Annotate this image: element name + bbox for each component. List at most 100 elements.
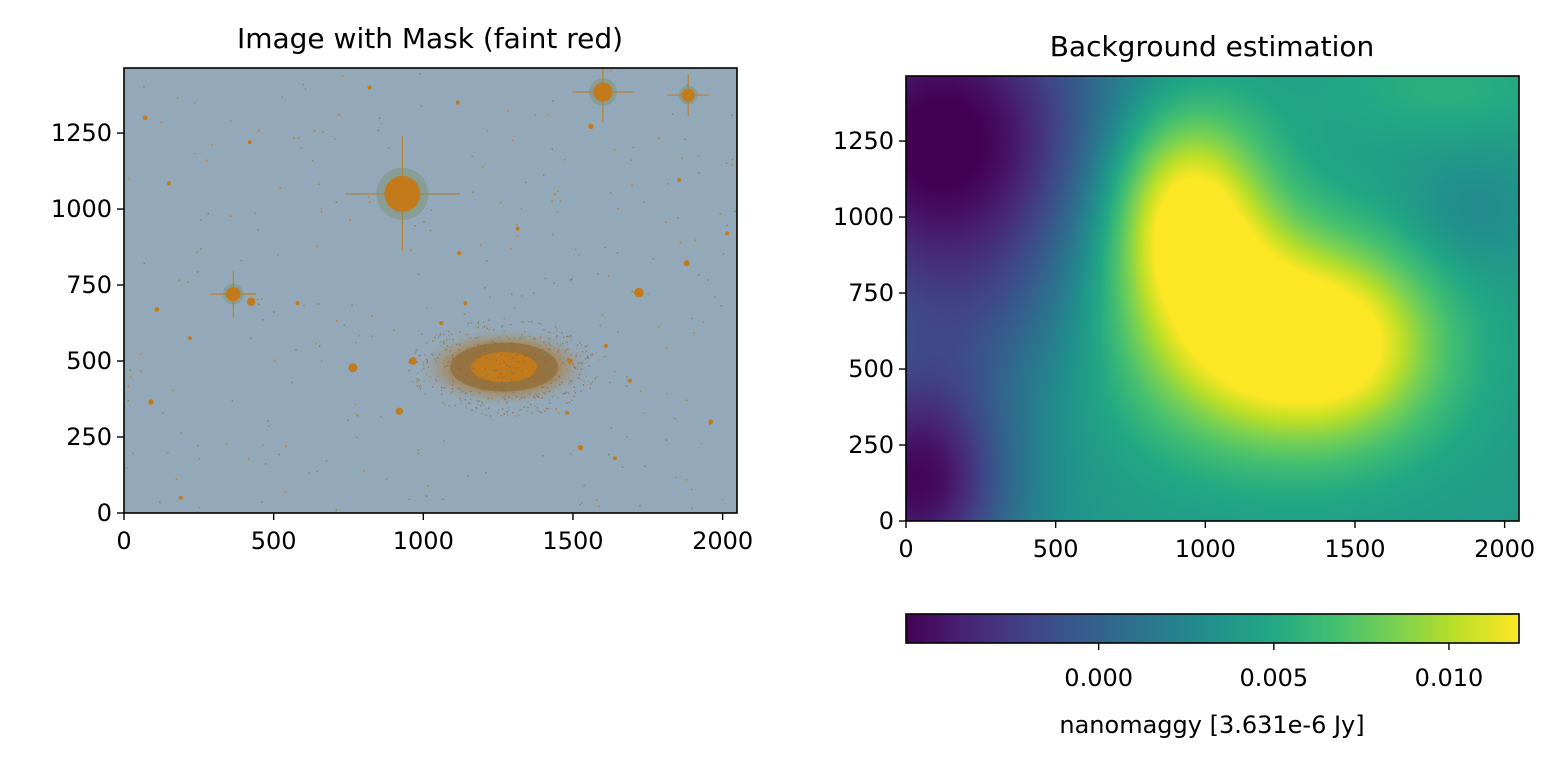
galaxy-speckle xyxy=(477,343,480,346)
masked-pixel xyxy=(417,449,420,451)
masked-pixel xyxy=(377,129,380,132)
galaxy-speckle xyxy=(414,352,416,354)
galaxy-speckle xyxy=(518,349,521,351)
galaxy-speckle xyxy=(445,348,448,351)
galaxy-speckle xyxy=(427,366,430,369)
masked-pixel xyxy=(302,83,305,86)
galaxy-speckle xyxy=(507,389,509,391)
background-map-container xyxy=(906,76,1519,521)
masked-source xyxy=(577,444,584,451)
galaxy-speckle xyxy=(464,372,467,375)
masked-pixel xyxy=(139,370,142,373)
right-ytick-label: 500 xyxy=(848,355,894,383)
galaxy-speckle xyxy=(471,409,473,411)
masked-pixel xyxy=(601,313,604,316)
galaxy-speckle xyxy=(585,350,588,352)
galaxy-speckle xyxy=(521,393,523,395)
galaxy-speckle xyxy=(512,391,514,394)
masked-pixel xyxy=(617,207,619,210)
galaxy-speckle xyxy=(581,351,584,353)
galaxy-speckle xyxy=(566,335,568,338)
masked-pixel xyxy=(544,277,547,280)
galaxy-speckle xyxy=(531,384,533,386)
masked-pixel xyxy=(722,253,725,255)
galaxy-speckle xyxy=(461,391,463,393)
masked-pixel xyxy=(308,472,310,474)
right-ticks: 0 500 1000 1500 2000 0 250 500 750 1000 1250 xyxy=(833,127,1535,563)
galaxy-speckle xyxy=(529,403,532,406)
masked-pixel xyxy=(557,190,559,193)
masked-pixel xyxy=(674,417,677,420)
masked-pixel xyxy=(261,298,263,300)
galaxy-speckle xyxy=(506,411,508,413)
masked-pixel xyxy=(731,158,734,161)
galaxy-speckle xyxy=(480,404,483,406)
galaxy-speckle xyxy=(561,362,564,364)
galaxy-speckle xyxy=(537,360,540,362)
galaxy-speckle xyxy=(469,337,472,339)
galaxy-speckle xyxy=(476,407,479,409)
galaxy-speckle xyxy=(492,340,494,343)
galaxy-speckle xyxy=(451,333,453,336)
galaxy-speckle xyxy=(446,356,448,358)
galaxy-speckle xyxy=(443,349,446,352)
galaxy-speckle xyxy=(565,349,567,351)
masked-pixel xyxy=(429,229,432,232)
galaxy-speckle xyxy=(446,345,449,347)
galaxy-speckle xyxy=(574,367,576,370)
galaxy-speckle xyxy=(544,410,546,412)
masked-pixel xyxy=(425,495,428,497)
galaxy-speckle xyxy=(549,355,551,357)
masked-pixel xyxy=(281,96,284,98)
galaxy-speckle xyxy=(554,326,557,328)
galaxy-speckle xyxy=(520,333,523,336)
masked-source xyxy=(187,336,192,341)
galaxy-speckle xyxy=(495,359,497,362)
galaxy-speckle xyxy=(499,381,502,383)
galaxy-speckle xyxy=(458,363,461,365)
galaxy-speckle xyxy=(565,391,567,393)
galaxy-speckle xyxy=(480,405,482,407)
masked-pixel xyxy=(285,445,287,448)
galaxy-speckle xyxy=(437,336,440,338)
galaxy-speckle xyxy=(510,369,512,372)
galaxy-speckle xyxy=(493,341,495,343)
galaxy-speckle xyxy=(457,378,460,380)
galaxy-core xyxy=(471,352,538,383)
galaxy-speckle xyxy=(418,386,420,388)
galaxy-speckle xyxy=(444,366,446,368)
galaxy-speckle xyxy=(435,378,437,380)
galaxy-speckle xyxy=(562,336,565,338)
galaxy-speckle xyxy=(489,415,492,417)
galaxy-speckle xyxy=(513,338,516,340)
galaxy-speckle xyxy=(521,338,523,340)
galaxy-speckle xyxy=(571,380,573,383)
masked-pixel xyxy=(463,313,466,315)
galaxy-speckle xyxy=(439,340,442,343)
galaxy-speckle xyxy=(548,343,550,345)
galaxy-speckle xyxy=(454,404,456,407)
left-ytick-label: 250 xyxy=(66,423,112,451)
masked-source xyxy=(166,181,171,186)
masked-pixel xyxy=(609,192,612,194)
galaxy-speckle xyxy=(438,353,441,356)
galaxy-speckle xyxy=(568,382,570,385)
galaxy-speckle xyxy=(456,370,458,373)
galaxy-speckle xyxy=(437,375,439,378)
masked-pixel xyxy=(514,307,516,309)
masked-pixel xyxy=(690,507,693,510)
galaxy-speckle xyxy=(587,357,589,359)
masked-pixel xyxy=(247,458,250,460)
galaxy-speckle xyxy=(550,382,552,384)
masked-source xyxy=(627,378,632,383)
masked-pixel xyxy=(426,306,429,309)
masked-pixel xyxy=(176,97,179,99)
galaxy-speckle xyxy=(533,395,535,398)
masked-pixel xyxy=(194,152,197,155)
masked-pixel xyxy=(167,452,169,454)
masked-pixel xyxy=(143,86,145,88)
masked-pixel xyxy=(349,219,352,221)
masked-pixel xyxy=(408,498,411,501)
masked-pixel xyxy=(726,224,729,227)
masked-pixel xyxy=(604,246,606,249)
